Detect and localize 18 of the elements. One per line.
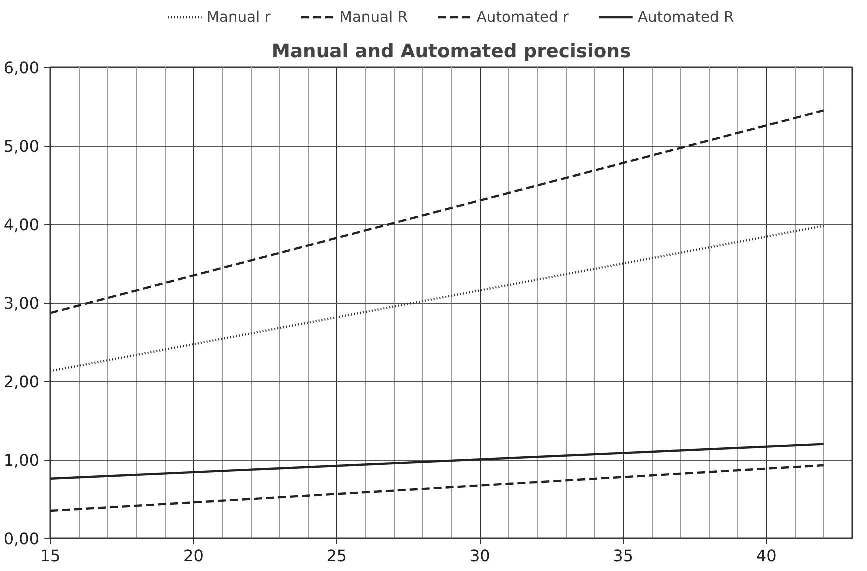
legend-label: Automated r: [476, 8, 569, 26]
x-tick-label: 20: [184, 546, 204, 566]
y-tick-label: 4,00: [4, 216, 40, 234]
x-tick-label: 30: [470, 546, 490, 566]
y-tick-label: 0,00: [4, 530, 40, 548]
legend-label: Manual R: [340, 8, 408, 26]
y-tick-label: 2,00: [4, 372, 40, 392]
x-tick-label: 15: [40, 546, 61, 566]
y-tick-label: 3,00: [4, 294, 40, 313]
y-tick-label: 6,00: [4, 58, 40, 78]
chart-title: Manual and Automated precisions: [272, 42, 632, 62]
y-tick-label: 5,00: [4, 137, 40, 156]
legend-label: Automated R: [638, 8, 734, 26]
y-tick-label: 1,00: [4, 451, 40, 470]
x-tick-label: 25: [326, 546, 348, 566]
x-tick-label: 35: [613, 546, 634, 566]
legend-label: Manual r: [206, 8, 271, 26]
x-tick-label: 40: [756, 546, 777, 566]
